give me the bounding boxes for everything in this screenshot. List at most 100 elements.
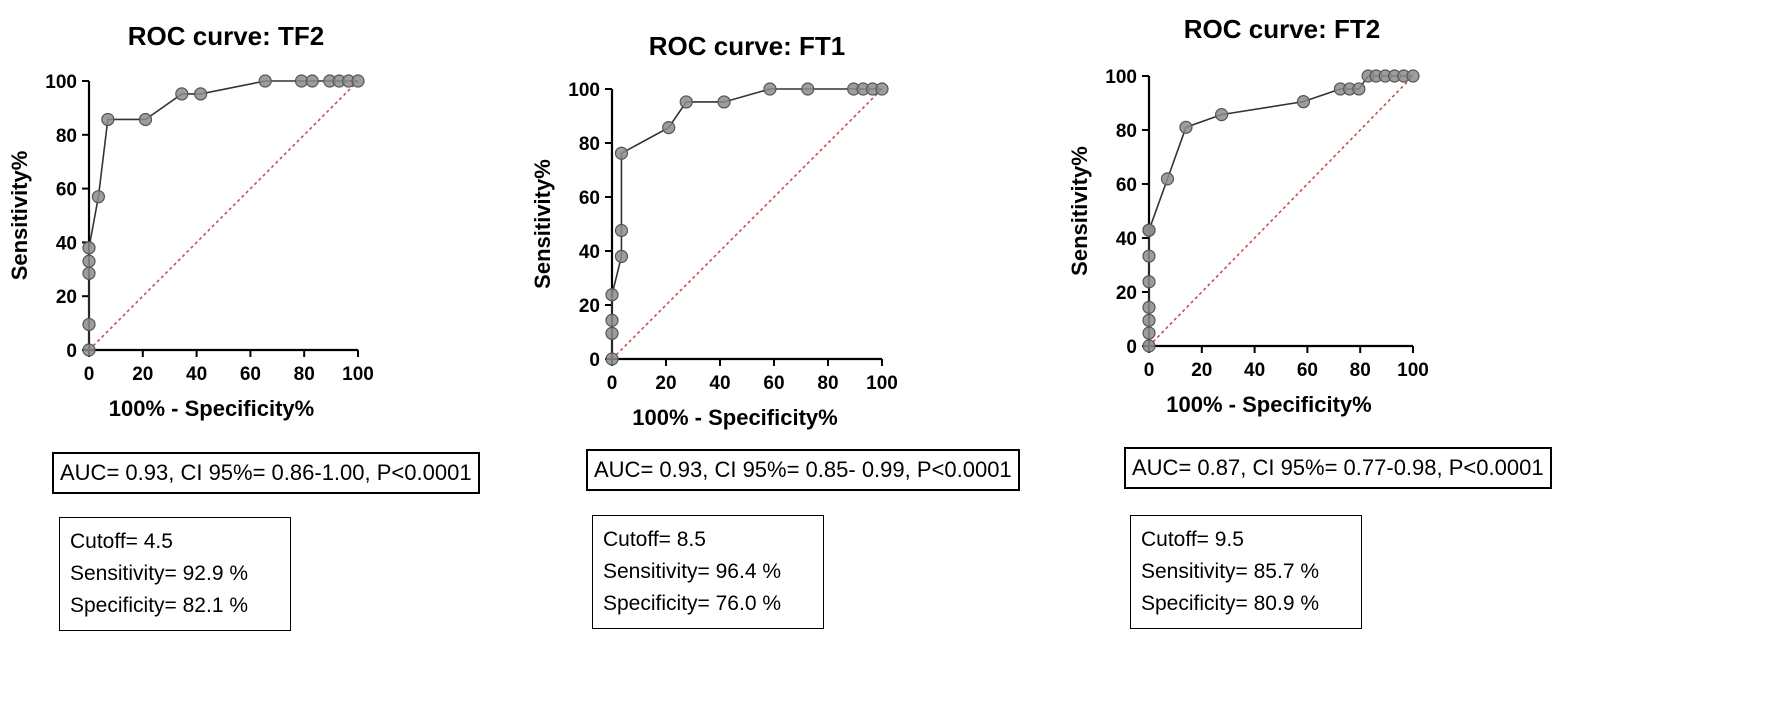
x-tick-label: 60 xyxy=(240,364,261,385)
roc-data-point xyxy=(875,82,889,96)
roc-data-point xyxy=(1142,326,1156,340)
roc-data-point xyxy=(82,343,96,357)
x-tick-label: 20 xyxy=(655,373,676,394)
roc-panel-ft2: ROC curve: FT2 0 20 40 60 80 100 0 20 40 60 80 100 10… xyxy=(0,0,1552,718)
y-tick-label: 100 xyxy=(45,72,77,93)
y-tick-label: 20 xyxy=(579,296,600,317)
roc-data-point xyxy=(1142,249,1156,263)
roc-data-point xyxy=(82,241,96,255)
y-tick-label: 40 xyxy=(579,242,600,263)
roc-data-point xyxy=(175,87,189,101)
roc-data-point xyxy=(1352,82,1366,96)
cutoff-box: Cutoff= 9.5 Sensitivity= 85.7 % Specific… xyxy=(1130,515,1362,629)
x-tick-label: 80 xyxy=(817,373,838,394)
x-axis-label: 100% - Specificity% xyxy=(632,405,837,430)
y-tick-label: 40 xyxy=(1116,229,1137,250)
roc-data-point xyxy=(1142,313,1156,327)
roc-data-point xyxy=(1214,108,1229,122)
x-tick-label: 20 xyxy=(132,364,153,385)
y-tick-label: 0 xyxy=(66,341,77,362)
x-tick-label: 0 xyxy=(607,373,618,394)
roc-data-point xyxy=(614,223,629,238)
x-tick-label: 0 xyxy=(84,364,95,385)
roc-data-point xyxy=(763,82,777,96)
x-tick-label: 20 xyxy=(1191,360,1212,381)
roc-data-point xyxy=(1142,300,1156,314)
sensitivity-value: Sensitivity= 92.9 % xyxy=(70,562,249,585)
roc-chart-ft1: ROC curve: FT1 0 20 40 60 80 100 0 20 40 60 80 100 10… xyxy=(530,31,898,430)
roc-panel-tf2: ROC curve: TF2 0 20 40 60 80 100 0 20 40 60 80 100 10… xyxy=(0,0,560,718)
roc-chart-tf2: ROC curve: TF2 0 20 40 60 80 100 0 20 40 60 80 100 10… xyxy=(7,21,374,421)
x-tick-label: 60 xyxy=(763,373,784,394)
roc-data-point xyxy=(91,190,106,204)
x-axis-label: 100% - Specificity% xyxy=(1166,392,1371,417)
specificity-value: Specificity= 82.1 % xyxy=(70,594,249,617)
roc-data-point xyxy=(1142,275,1156,289)
roc-data-point xyxy=(194,87,208,101)
x-tick-label: 100 xyxy=(1397,360,1429,381)
cutoff-value: Cutoff= 9.5 xyxy=(1141,528,1244,551)
y-tick-label: 60 xyxy=(1116,175,1137,196)
roc-data-point xyxy=(1179,120,1193,134)
chart-title: ROC curve: FT1 xyxy=(649,31,846,61)
roc-data-point xyxy=(1142,223,1156,237)
x-tick-label: 60 xyxy=(1297,360,1318,381)
roc-data-point xyxy=(662,121,676,135)
roc-data-point xyxy=(351,74,365,88)
roc-data-point xyxy=(679,95,693,109)
cutoff-value: Cutoff= 8.5 xyxy=(603,528,706,551)
roc-data-point xyxy=(258,74,272,88)
chart-title: ROC curve: TF2 xyxy=(128,21,325,51)
roc-data-point xyxy=(82,254,96,268)
roc-data-point xyxy=(801,82,815,96)
x-tick-label: 40 xyxy=(186,364,207,385)
x-tick-label: 80 xyxy=(1350,360,1371,381)
auc-summary-box: AUC= 0.93, CI 95%= 0.86-1.00, P<0.0001 xyxy=(52,452,480,494)
y-tick-label: 60 xyxy=(579,188,600,209)
x-axis-label: 100% - Specificity% xyxy=(109,396,314,421)
roc-data-point xyxy=(605,288,619,302)
y-tick-label: 80 xyxy=(1116,121,1137,142)
roc-data-point xyxy=(614,249,629,263)
roc-data-point xyxy=(101,112,115,127)
roc-chart-ft2: ROC curve: FT2 0 20 40 60 80 100 0 20 40 60 80 100 10… xyxy=(1067,14,1429,417)
y-tick-label: 40 xyxy=(56,233,77,254)
y-axis-label: Sensitivity% xyxy=(1067,146,1092,276)
roc-data-point xyxy=(305,74,319,88)
reference-diagonal-line xyxy=(611,88,883,360)
y-tick-label: 100 xyxy=(568,80,600,101)
roc-data-point xyxy=(1296,95,1311,109)
roc-data-point xyxy=(1406,69,1420,83)
y-axis-label: Sensitivity% xyxy=(7,151,32,281)
cutoff-box: Cutoff= 8.5 Sensitivity= 96.4 % Specific… xyxy=(592,515,824,629)
x-tick-label: 100 xyxy=(342,364,374,385)
roc-data-point xyxy=(605,352,619,366)
roc-data-point xyxy=(605,326,619,340)
chart-title: ROC curve: FT2 xyxy=(1184,14,1381,44)
y-tick-label: 20 xyxy=(1116,283,1137,304)
specificity-value: Specificity= 76.0 % xyxy=(603,592,782,615)
y-tick-label: 0 xyxy=(589,350,600,371)
roc-data-point xyxy=(82,317,96,332)
x-tick-label: 40 xyxy=(709,373,730,394)
y-tick-label: 80 xyxy=(56,126,77,147)
x-tick-label: 100 xyxy=(866,373,898,394)
auc-summary-box: AUC= 0.93, CI 95%= 0.85- 0.99, P<0.0001 xyxy=(586,449,1020,491)
roc-data-point xyxy=(614,146,629,160)
sensitivity-value: Sensitivity= 96.4 % xyxy=(603,560,782,583)
roc-data-point xyxy=(717,95,731,109)
sensitivity-value: Sensitivity= 85.7 % xyxy=(1141,560,1320,583)
y-tick-label: 100 xyxy=(1105,67,1137,88)
reference-diagonal-line xyxy=(1148,75,1414,347)
roc-data-point xyxy=(605,313,619,327)
specificity-value: Specificity= 80.9 % xyxy=(1141,592,1320,615)
roc-panel-ft1: ROC curve: FT1 0 20 40 60 80 100 0 20 40 60 80 100 10… xyxy=(0,0,1020,718)
x-tick-label: 40 xyxy=(1244,360,1265,381)
y-tick-label: 80 xyxy=(579,134,600,155)
x-tick-label: 80 xyxy=(294,364,315,385)
y-tick-label: 20 xyxy=(56,287,77,308)
y-tick-label: 0 xyxy=(1126,337,1137,358)
cutoff-value: Cutoff= 4.5 xyxy=(70,530,173,553)
cutoff-box: Cutoff= 4.5 Sensitivity= 92.9 % Specific… xyxy=(59,517,291,631)
auc-summary-box: AUC= 0.87, CI 95%= 0.77-0.98, P<0.0001 xyxy=(1124,447,1552,489)
